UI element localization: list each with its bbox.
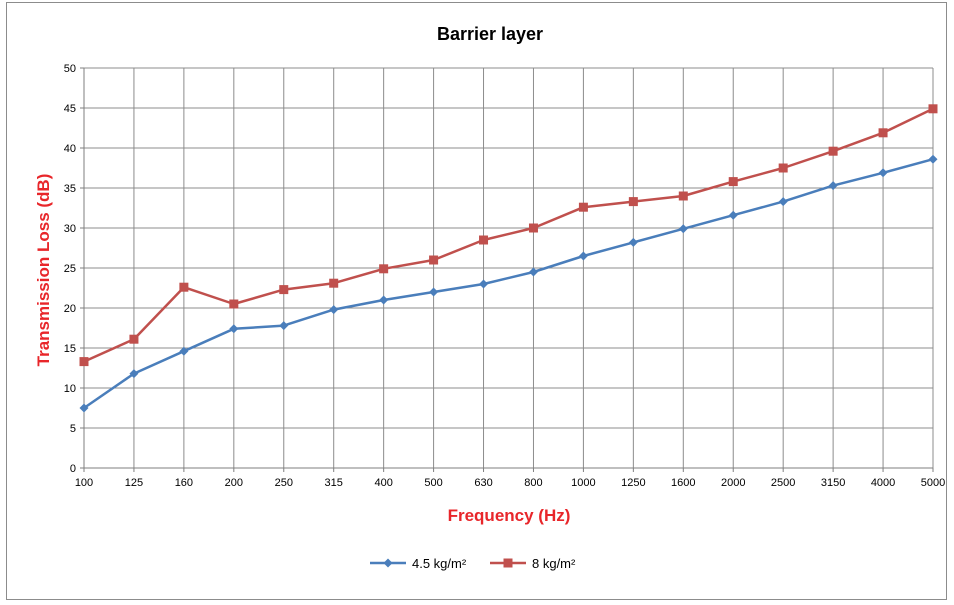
chart-frame xyxy=(6,2,947,600)
x-tick-label: 800 xyxy=(524,477,542,489)
series-2 xyxy=(79,104,938,367)
data-point xyxy=(878,128,888,138)
data-point xyxy=(379,295,389,305)
x-tick-label: 3150 xyxy=(821,477,845,489)
data-point xyxy=(828,146,838,156)
x-tick-label: 630 xyxy=(474,477,492,489)
data-point xyxy=(928,154,938,164)
data-point xyxy=(528,267,538,277)
x-tick-label: 5000 xyxy=(921,477,945,489)
y-tick-label: 50 xyxy=(64,63,76,75)
series-line xyxy=(83,157,934,410)
data-point xyxy=(628,237,638,247)
data-point xyxy=(479,279,489,289)
x-tick-label: 125 xyxy=(125,477,143,489)
x-tick-label: 500 xyxy=(424,477,442,489)
x-tick-label: 400 xyxy=(374,477,392,489)
data-point xyxy=(329,278,339,288)
data-point xyxy=(678,224,688,234)
data-point xyxy=(179,346,189,356)
y-tick-label: 5 xyxy=(70,423,76,435)
data-point xyxy=(229,324,239,334)
legend-label: 4.5 kg/m² xyxy=(412,556,467,571)
data-point xyxy=(678,191,688,201)
y-tick-label: 30 xyxy=(64,223,76,235)
legend-marker xyxy=(383,558,393,568)
legend-marker xyxy=(503,558,513,568)
y-tick-label: 20 xyxy=(64,303,76,315)
legend-item-2: 8 kg/m² xyxy=(490,556,576,571)
x-tick-label: 4000 xyxy=(871,477,895,489)
data-point xyxy=(728,177,738,187)
legend-item-1: 4.5 kg/m² xyxy=(370,556,467,571)
data-point xyxy=(578,251,588,261)
chart-title: Barrier layer xyxy=(437,24,543,44)
data-point xyxy=(528,223,538,233)
y-tick-label: 25 xyxy=(64,263,76,275)
y-tick-labels: 0 5 10 15 20 25 30 35 40 45 50 xyxy=(64,63,76,475)
data-point xyxy=(728,210,738,220)
y-axis-title: Transmission Loss (dB) xyxy=(34,174,53,367)
x-tick-label: 200 xyxy=(225,477,243,489)
x-tick-label: 1000 xyxy=(571,477,595,489)
legend-label: 8 kg/m² xyxy=(532,556,576,571)
data-point xyxy=(578,202,588,212)
x-tick-label: 100 xyxy=(75,477,93,489)
x-tick-label: 1600 xyxy=(671,477,695,489)
data-point xyxy=(628,197,638,207)
y-tick-label: 45 xyxy=(64,103,76,115)
data-point xyxy=(878,168,888,178)
x-tick-label: 160 xyxy=(175,477,193,489)
data-point xyxy=(179,282,189,292)
series-layer xyxy=(79,104,938,413)
y-tick-label: 0 xyxy=(70,463,76,475)
series-line xyxy=(83,107,934,363)
data-point xyxy=(928,104,938,114)
data-point xyxy=(129,369,139,379)
legend: 4.5 kg/m² 8 kg/m² xyxy=(370,556,576,571)
data-point xyxy=(79,403,89,413)
y-tick-label: 35 xyxy=(64,183,76,195)
data-point xyxy=(429,255,439,265)
data-point xyxy=(479,235,489,245)
y-tick-label: 40 xyxy=(64,143,76,155)
series-1 xyxy=(79,154,938,413)
x-tick-label: 1250 xyxy=(621,477,645,489)
x-tick-label: 250 xyxy=(275,477,293,489)
data-point xyxy=(79,357,89,367)
data-point xyxy=(429,287,439,297)
grid xyxy=(83,67,934,469)
data-point xyxy=(329,305,339,315)
data-point xyxy=(828,181,838,191)
data-point xyxy=(778,197,788,207)
data-point xyxy=(229,299,239,309)
x-tick-label: 2000 xyxy=(721,477,745,489)
data-point xyxy=(778,163,788,173)
y-tick-label: 15 xyxy=(64,343,76,355)
x-tick-label: 2500 xyxy=(771,477,795,489)
y-tick-label: 10 xyxy=(64,383,76,395)
data-point xyxy=(379,264,389,274)
x-tick-label: 315 xyxy=(325,477,343,489)
data-point xyxy=(129,334,139,344)
x-axis-title: Frequency (Hz) xyxy=(448,506,571,525)
x-tick-labels: 100 125 160 200 250 315 400 500 630 800 1000 1250 16… xyxy=(75,477,945,489)
axes xyxy=(80,67,934,472)
data-point xyxy=(279,321,289,331)
data-point xyxy=(279,285,289,295)
